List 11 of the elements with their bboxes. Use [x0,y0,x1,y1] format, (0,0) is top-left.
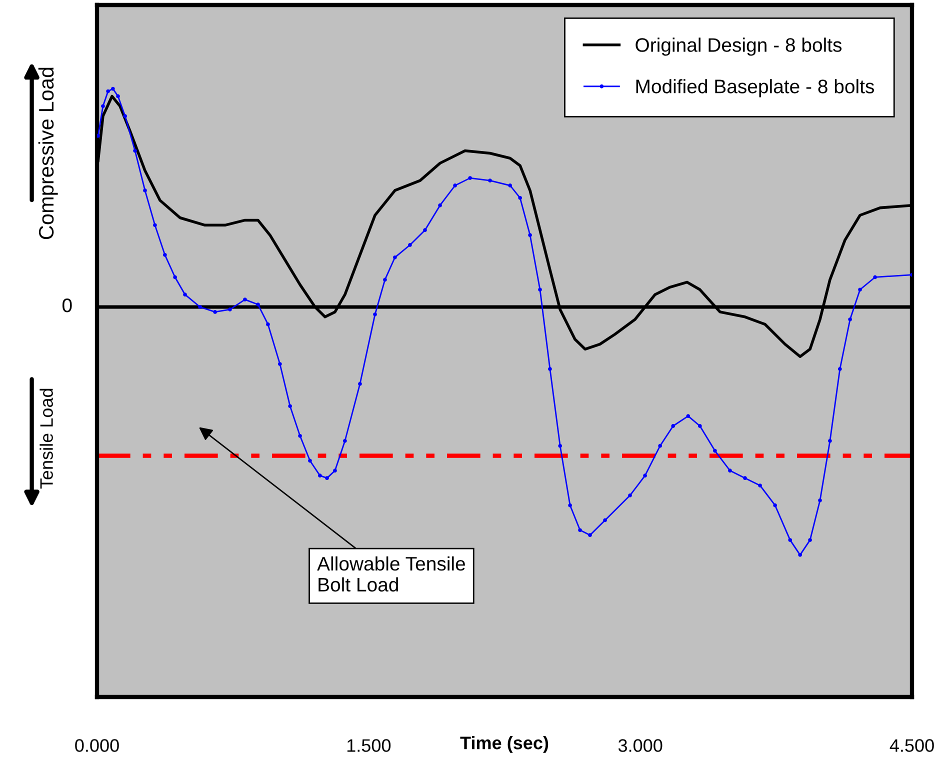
legend-label: Original Design - 8 bolts [636,38,842,56]
x-tick-label: 0.000 [75,739,119,752]
legend-label: Modified Baseplate - 8 bolts [636,79,874,98]
x-axis-title: Time (sec) [460,736,548,753]
x-tick-label: 1.500 [347,739,391,752]
text: Tensile Load [40,388,53,489]
x-tick-label: 3.000 [618,739,662,752]
text: Compressive Load [38,68,58,240]
text: 0 [62,298,72,312]
x-tick-label: 4.500 [890,739,934,752]
text: Allowable Tensile Bolt Load [317,556,465,592]
